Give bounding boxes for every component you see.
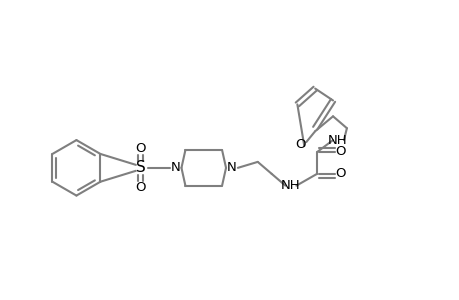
Text: O: O [295,138,305,151]
Text: S: S [136,160,146,175]
Text: N: N [227,161,236,174]
Text: O: O [335,167,346,180]
Text: O: O [335,146,346,158]
Text: N: N [170,161,180,174]
Text: NH: NH [280,179,300,192]
Text: O: O [135,142,146,154]
Text: NH: NH [327,134,347,147]
Text: O: O [135,181,146,194]
